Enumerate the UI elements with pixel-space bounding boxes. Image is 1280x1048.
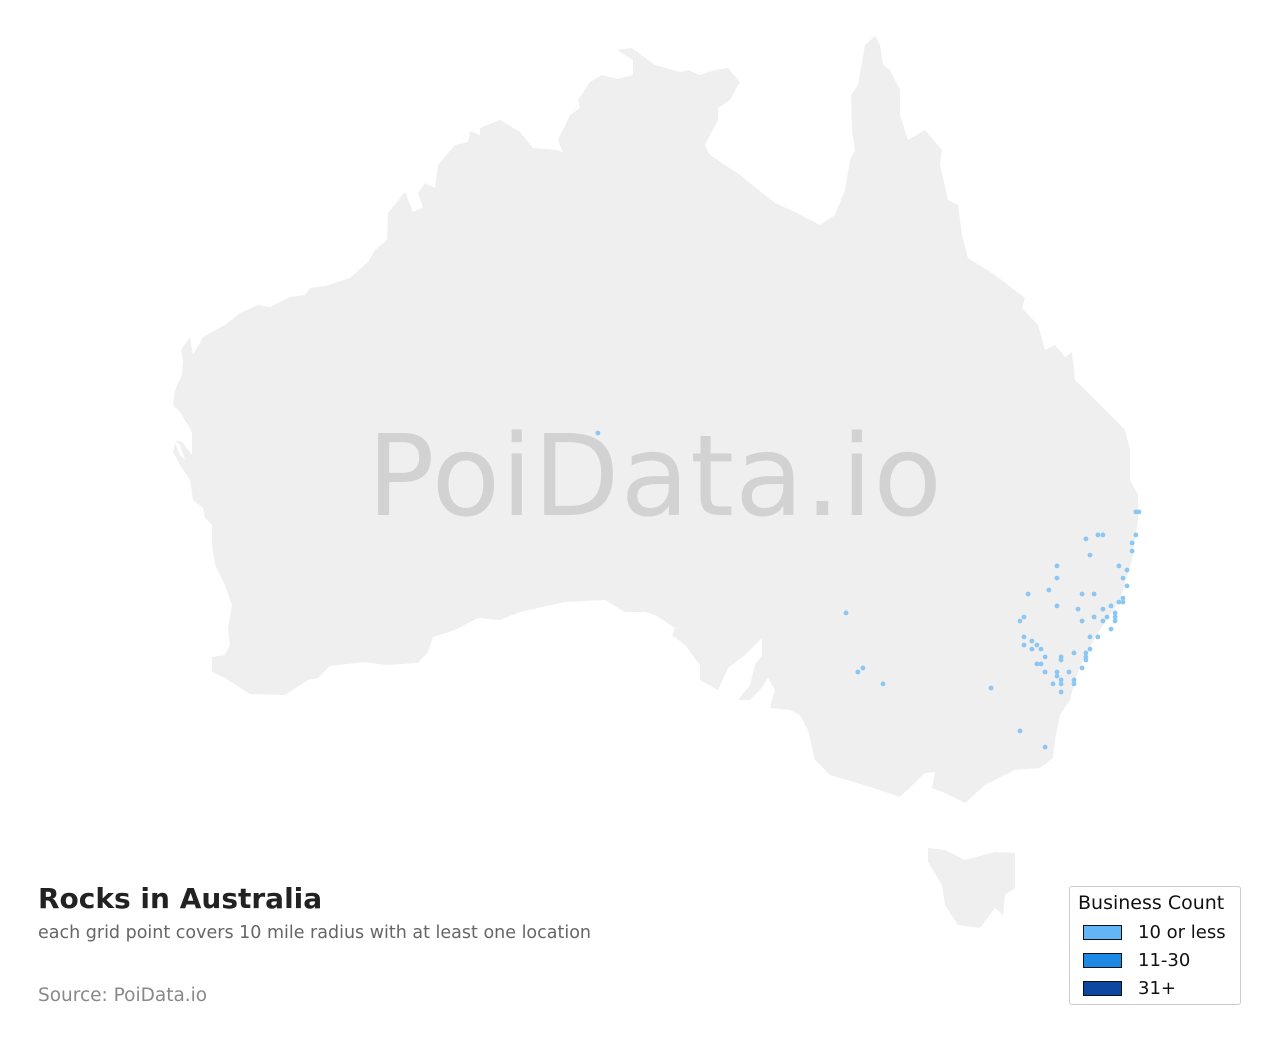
grid-point <box>1042 669 1048 675</box>
grid-point <box>1120 599 1126 605</box>
grid-point <box>1087 634 1093 640</box>
grid-point <box>1108 603 1114 609</box>
grid-point <box>1042 744 1048 750</box>
grid-point <box>1066 669 1072 675</box>
grid-point <box>1021 634 1027 640</box>
grid-point <box>1054 563 1060 569</box>
map-title: Rocks in Australia <box>38 882 323 915</box>
legend-label: 10 or less <box>1138 921 1226 943</box>
grid-point <box>1054 603 1060 609</box>
legend-swatch <box>1083 924 1122 940</box>
legend-item-11-30: 11-30 <box>1083 949 1190 971</box>
grid-point <box>1083 536 1089 542</box>
grid-point <box>1116 599 1122 605</box>
grid-point <box>1079 618 1085 624</box>
grid-point <box>1120 595 1126 601</box>
grid-point <box>1087 552 1093 558</box>
grid-point <box>1129 540 1135 546</box>
grid-point <box>1038 661 1044 667</box>
legend-item-31-plus: 31+ <box>1083 977 1176 999</box>
grid-point <box>1079 665 1085 671</box>
grid-point <box>1112 610 1118 616</box>
grid-point <box>1034 661 1040 667</box>
grid-point <box>595 430 601 436</box>
map-subtitle: each grid point covers 10 mile radius wi… <box>38 923 592 943</box>
grid-point <box>1079 591 1085 597</box>
grid-point <box>843 610 849 616</box>
grid-point <box>1029 638 1035 644</box>
grid-point <box>1100 532 1106 538</box>
legend-item-10-or-less: 10 or less <box>1083 921 1226 943</box>
grid-points <box>595 430 1142 750</box>
grid-point <box>1021 642 1027 648</box>
grid-point <box>1034 642 1040 648</box>
grid-point <box>1075 606 1081 612</box>
grid-point <box>1100 618 1106 624</box>
grid-point <box>1116 563 1122 569</box>
grid-point <box>1058 657 1064 663</box>
grid-point <box>1091 591 1097 597</box>
grid-point <box>1058 681 1064 687</box>
grid-point <box>1112 614 1118 620</box>
grid-point <box>1050 681 1056 687</box>
grid-point <box>1058 677 1064 683</box>
grid-point <box>1112 618 1118 624</box>
grid-point <box>1058 689 1064 695</box>
grid-point <box>1017 728 1023 734</box>
legend-swatch <box>1083 952 1122 968</box>
grid-point <box>1071 650 1077 656</box>
grid-point <box>1083 650 1089 656</box>
grid-point <box>1129 548 1135 554</box>
legend-label: 11-30 <box>1138 949 1191 971</box>
grid-point <box>855 669 861 675</box>
grid-point <box>1095 634 1101 640</box>
grid-point <box>1104 614 1110 620</box>
source-label: Source: PoiData.io <box>38 985 208 1006</box>
grid-point <box>1017 618 1023 624</box>
grid-point <box>1133 532 1139 538</box>
grid-point <box>880 681 886 687</box>
grid-point <box>1054 575 1060 581</box>
legend-label: 31+ <box>1138 977 1176 999</box>
tasmania <box>928 848 1015 928</box>
grid-point <box>1029 646 1035 652</box>
grid-point <box>1021 614 1027 620</box>
grid-point <box>1042 654 1048 660</box>
legend: Business Count 10 or less 11-30 31+ <box>1069 886 1241 1005</box>
grid-point <box>1025 591 1031 597</box>
grid-point <box>1124 567 1130 573</box>
grid-point <box>1136 509 1142 515</box>
grid-point <box>1087 646 1093 652</box>
grid-point <box>1054 669 1060 675</box>
grid-point <box>1095 532 1101 538</box>
grid-point <box>1100 606 1106 612</box>
legend-title: Business Count <box>1078 892 1225 914</box>
australia-mainland <box>173 36 1138 803</box>
grid-point <box>988 685 994 691</box>
grid-point <box>1054 673 1060 679</box>
grid-point <box>1108 626 1114 632</box>
grid-point <box>1071 677 1077 683</box>
grid-point <box>1038 646 1044 652</box>
grid-point <box>1071 681 1077 687</box>
watermark: PoiData.io <box>367 412 943 542</box>
grid-point <box>1083 657 1089 663</box>
grid-point <box>1120 575 1126 581</box>
grid-point <box>1046 587 1052 593</box>
grid-point <box>1091 614 1097 620</box>
legend-swatch <box>1083 980 1122 996</box>
grid-point <box>860 665 866 671</box>
grid-point <box>1124 583 1130 589</box>
